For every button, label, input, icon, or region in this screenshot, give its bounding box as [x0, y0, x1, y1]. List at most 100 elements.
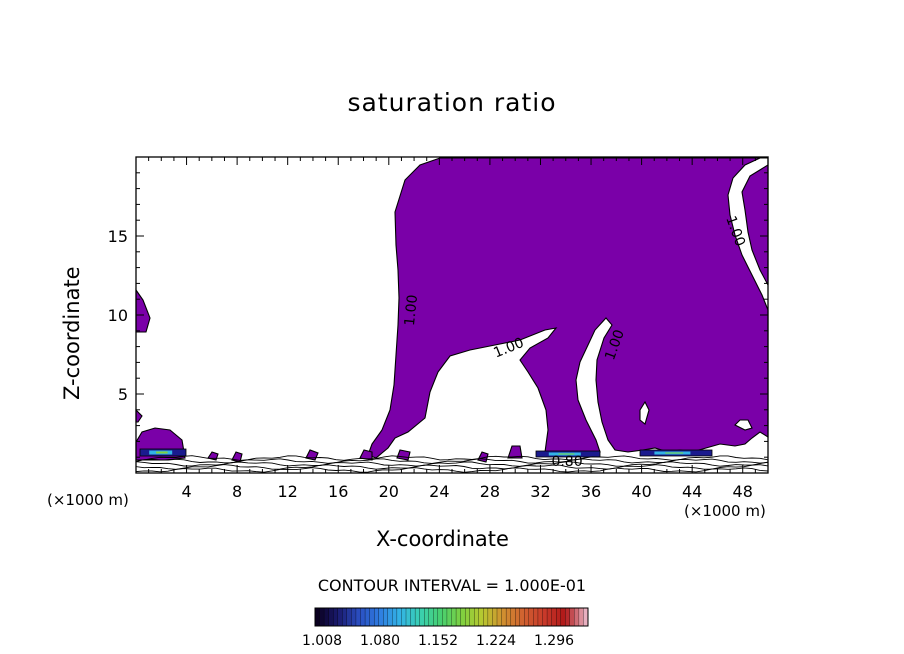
colorbar-cell	[560, 607, 566, 627]
plume-hole-right	[734, 419, 753, 431]
colorbar-cell	[546, 607, 553, 627]
patch-right	[639, 449, 713, 457]
colorbar-cell	[433, 607, 439, 627]
patch-left	[139, 448, 187, 457]
colorbar-cell	[337, 607, 343, 627]
colorbar-cell	[360, 607, 366, 627]
x-axis-label: X-coordinate	[376, 527, 509, 551]
colorbar-cell	[492, 607, 498, 627]
colorbar-cell	[396, 607, 402, 627]
colorbar-cell	[528, 607, 534, 627]
x-tick-label: 16	[328, 482, 348, 501]
y-tick-label: 15	[108, 227, 128, 246]
x-tick-label: 44	[682, 482, 702, 501]
colorbar-cell	[464, 607, 471, 627]
contour-line	[135, 467, 769, 473]
colorbar-cell	[405, 607, 411, 627]
colorbar-tick-label: 1.152	[418, 633, 458, 649]
colorbar-cell	[478, 607, 484, 627]
y-axis-label: Z-coordinate	[60, 266, 84, 400]
contour-line	[135, 455, 769, 461]
x-tick-label: 4	[181, 482, 191, 501]
colorbar-cell	[387, 607, 393, 627]
y-axis-ticks: 5 10 15	[108, 172, 768, 458]
contour-label: 0.80	[551, 454, 582, 470]
colorbar-cell	[419, 607, 425, 627]
colorbar-cell	[551, 607, 557, 627]
colorbar-cell	[346, 607, 352, 627]
colorbar-cell	[314, 607, 320, 627]
patch-mid	[535, 450, 601, 458]
x-axis-ticks: 4 8 12 16 20 24 28 32 36 40 44 48	[148, 157, 756, 501]
colorbar-cell	[574, 607, 580, 627]
y-tick-label: 5	[118, 385, 128, 404]
colorbar-cell	[537, 607, 543, 627]
mid-surface-blob-4	[507, 445, 523, 459]
left-edge-blob	[135, 288, 151, 333]
colorbar-tick-label: 1.008	[302, 633, 342, 649]
x-tick-label: 20	[379, 482, 399, 501]
colorbar-cell	[487, 607, 493, 627]
colorbar-cell	[455, 607, 462, 627]
colorbar-cell	[442, 607, 448, 627]
colorbar-cell	[392, 607, 398, 627]
colorbar-cell	[505, 607, 512, 627]
colorbar-cell	[333, 607, 339, 627]
x-tick-label: 8	[232, 482, 242, 501]
colorbar-cell	[410, 607, 416, 627]
mid-surface-blob-3	[305, 449, 319, 461]
contour-interval-label: CONTOUR INTERVAL = 1.000E-01	[317, 576, 587, 595]
mid-surface-blob-2	[359, 449, 373, 461]
colorbar-cell	[501, 607, 507, 627]
x-unit-label-right: (×1000 m)	[684, 502, 766, 520]
main-plume	[367, 156, 769, 459]
colorbar-cell	[510, 607, 516, 627]
contour-line	[135, 464, 769, 470]
x-tick-label: 24	[429, 482, 449, 501]
colorbar-cell	[542, 607, 548, 627]
x-tick-label: 12	[278, 482, 298, 501]
colorbar-cell	[460, 607, 466, 627]
colorbar-cell	[373, 607, 380, 627]
colorbar-cell	[474, 607, 480, 627]
colorbar: 1.008 1.080 1.152 1.224 1.296	[302, 607, 589, 649]
colorbar-cell	[328, 607, 334, 627]
x-tick-label: 28	[480, 482, 500, 501]
colorbar-tick-label: 1.296	[534, 633, 574, 649]
colorbar-cell	[323, 607, 330, 627]
supersaturated-regions	[135, 156, 769, 463]
x-tick-label: 40	[631, 482, 651, 501]
colorbar-tick-label: 1.224	[476, 633, 516, 649]
colorbar-cell	[483, 607, 489, 627]
hole-small	[639, 400, 650, 425]
colorbar-cell	[401, 607, 407, 627]
contour-label: 1.00	[402, 294, 421, 327]
colorbar-cell	[414, 607, 421, 627]
colorbar-frame	[314, 607, 589, 627]
colorbar-cell	[496, 607, 502, 627]
colorbar-tick-label: 1.080	[360, 633, 400, 649]
left-edge-blob-2	[135, 408, 143, 423]
colorbar-cell	[469, 607, 475, 627]
colorbar-cell	[569, 607, 575, 627]
colorbar-cell	[556, 607, 562, 627]
contour-lines	[135, 455, 769, 473]
chart-title: saturation ratio	[347, 88, 557, 117]
colorbar-cell	[424, 607, 430, 627]
colorbar-cell	[428, 607, 434, 627]
mid-surface-blob-1	[396, 449, 411, 461]
colorbar-cell	[355, 607, 361, 627]
x-unit-label-left: (×1000 m)	[47, 491, 129, 509]
colorbar-cell	[351, 607, 357, 627]
colorbar-cell	[515, 607, 521, 627]
colorbar-cell	[369, 607, 375, 627]
x-tick-label: 32	[530, 482, 550, 501]
colorbar-cell	[565, 607, 571, 627]
colorbar-cell	[533, 607, 539, 627]
colorbar-cell	[578, 607, 584, 627]
colorbar-cell	[451, 607, 457, 627]
colorbar-cell	[437, 607, 443, 627]
colorbar-cell	[446, 607, 452, 627]
colorbar-cell	[383, 607, 389, 627]
